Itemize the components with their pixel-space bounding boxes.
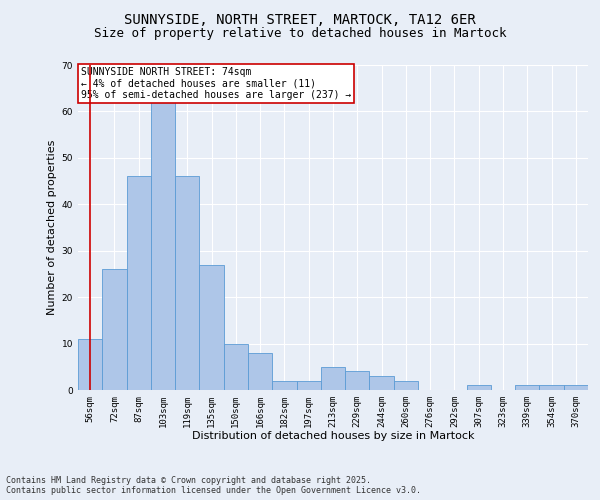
Bar	[175, 176, 199, 390]
Bar	[296, 380, 321, 390]
Bar	[564, 386, 588, 390]
Bar	[272, 380, 296, 390]
Bar	[515, 386, 539, 390]
Text: Contains HM Land Registry data © Crown copyright and database right 2025.
Contai: Contains HM Land Registry data © Crown c…	[6, 476, 421, 495]
Bar	[127, 176, 151, 390]
Bar	[539, 386, 564, 390]
Text: Size of property relative to detached houses in Martock: Size of property relative to detached ho…	[94, 28, 506, 40]
Bar	[224, 344, 248, 390]
X-axis label: Distribution of detached houses by size in Martock: Distribution of detached houses by size …	[192, 432, 474, 442]
Bar	[151, 102, 175, 390]
Bar	[248, 353, 272, 390]
Bar	[345, 372, 370, 390]
Text: SUNNYSIDE NORTH STREET: 74sqm
← 4% of detached houses are smaller (11)
95% of se: SUNNYSIDE NORTH STREET: 74sqm ← 4% of de…	[80, 66, 351, 100]
Bar	[394, 380, 418, 390]
Bar	[199, 264, 224, 390]
Bar	[102, 270, 127, 390]
Bar	[321, 367, 345, 390]
Y-axis label: Number of detached properties: Number of detached properties	[47, 140, 58, 315]
Bar	[78, 339, 102, 390]
Text: SUNNYSIDE, NORTH STREET, MARTOCK, TA12 6ER: SUNNYSIDE, NORTH STREET, MARTOCK, TA12 6…	[124, 12, 476, 26]
Bar	[467, 386, 491, 390]
Bar	[370, 376, 394, 390]
